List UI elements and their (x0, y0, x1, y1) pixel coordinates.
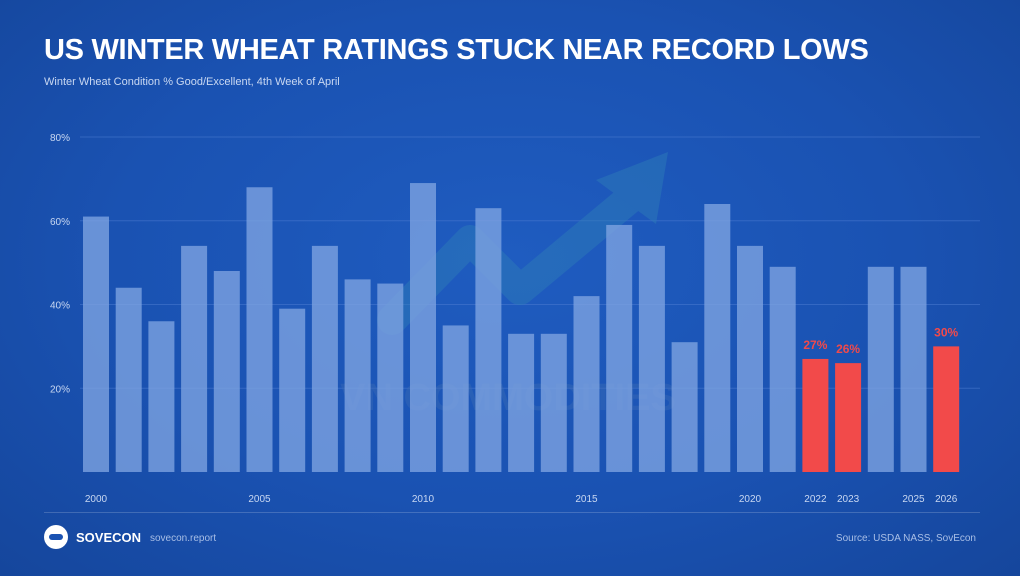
bar-2014 (540, 333, 567, 472)
brand-name: SOVECON (76, 529, 142, 545)
bar-2023 (835, 363, 862, 472)
y-axis: 20% 40% 60% 80% (50, 133, 70, 395)
bar-2003 (181, 245, 208, 472)
bar-2018 (671, 342, 698, 472)
x-tick-label-2010: 2010 (412, 494, 435, 505)
bar-2001 (115, 287, 142, 472)
bar-2012 (475, 208, 502, 472)
x-axis: 2000 2005 2010 2015 2020 2022 2023 2025 2026 (85, 494, 958, 505)
chart-title: US WINTER WHEAT RATINGS STUCK NEAR RECOR… (44, 34, 869, 66)
bar-2026 (933, 346, 960, 472)
bar-2015 (573, 296, 600, 472)
bar-2008 (344, 279, 371, 472)
bar-2025 (900, 266, 927, 472)
bar-2006 (279, 308, 306, 472)
bar-2013 (508, 333, 535, 472)
bar-2016 (606, 224, 633, 472)
bar-2011 (442, 325, 469, 472)
bar-2024 (867, 266, 894, 472)
x-tick-label-2025: 2025 (902, 494, 925, 505)
watermark-arrow-head-icon (596, 152, 668, 224)
y-tick-label: 40% (50, 301, 70, 312)
bar-2022 (802, 358, 829, 472)
bar-2009 (377, 283, 404, 472)
x-tick-label-2020: 2020 (739, 494, 762, 505)
data-label-2026: 30% (934, 325, 958, 339)
data-label-2023: 26% (836, 342, 860, 356)
bar-2020 (737, 245, 763, 472)
bar-2007 (311, 245, 338, 472)
sovecon-logo-icon (44, 525, 68, 549)
x-tick-label-2005: 2005 (248, 494, 271, 505)
x-tick-label-2000: 2000 (85, 494, 108, 505)
x-tick-label-2026: 2026 (935, 494, 958, 505)
footer-divider (44, 512, 980, 513)
bar-2004 (213, 271, 240, 472)
site-url: sovecon.report (150, 533, 217, 544)
bar-2000 (83, 216, 109, 472)
bar-2017 (638, 245, 665, 472)
bar-2021 (769, 266, 796, 472)
y-tick-label: 60% (50, 217, 70, 228)
bars (83, 183, 960, 472)
x-tick-label-2022: 2022 (804, 494, 827, 505)
bar-2010 (410, 183, 436, 472)
y-tick-label: 20% (50, 384, 70, 395)
bar-2005 (246, 187, 273, 472)
y-tick-label: 80% (50, 133, 70, 144)
bar-2002 (148, 321, 175, 472)
x-tick-label-2015: 2015 (575, 494, 598, 505)
chart-subtitle: Winter Wheat Condition % Good/Excellent,… (44, 76, 340, 88)
x-tick-label-2023: 2023 (837, 494, 860, 505)
data-label-2022: 27% (803, 338, 827, 352)
sovecon-logo: SOVECON (44, 525, 141, 549)
bar-2019 (704, 204, 731, 472)
source-note: Source: USDA NASS, SovEcon (835, 533, 976, 544)
data-labels: 27% 26% 30% (803, 325, 958, 356)
